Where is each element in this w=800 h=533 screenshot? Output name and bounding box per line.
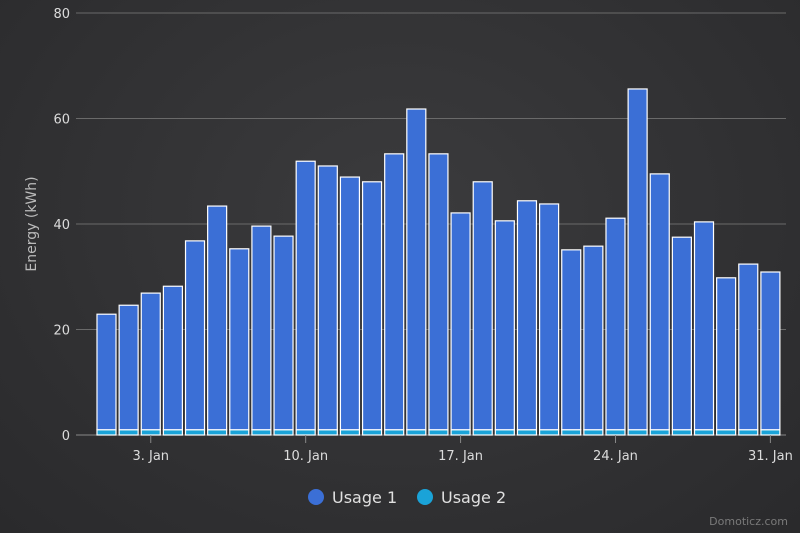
bar-usage-1[interactable]: [339, 176, 361, 431]
bar-usage-2[interactable]: [760, 429, 781, 436]
bar-usage-1[interactable]: [317, 165, 338, 431]
bar-usage-2[interactable]: [738, 429, 759, 436]
bar-usage-2[interactable]: [207, 429, 228, 436]
y-tick-label: 20: [53, 324, 70, 339]
bar-usage-1[interactable]: [605, 217, 626, 431]
bar-usage-1[interactable]: [140, 292, 161, 431]
legend-item-usage-1[interactable]: Usage 1: [308, 488, 397, 507]
bar-usage-1[interactable]: [96, 313, 117, 431]
bar-usage-1[interactable]: [207, 205, 228, 431]
bar-usage-2[interactable]: [671, 429, 692, 436]
bar-usage-1[interactable]: [406, 108, 427, 431]
bar-usage-1[interactable]: [118, 304, 139, 431]
bar-usage-2[interactable]: [561, 429, 582, 436]
y-tick-label: 60: [53, 113, 70, 128]
bar-usage-2[interactable]: [229, 429, 250, 436]
bar-usage-2[interactable]: [693, 429, 715, 436]
credit-link[interactable]: Domoticz.com: [709, 515, 788, 528]
bar-usage-2[interactable]: [162, 429, 183, 436]
bar-usage-2[interactable]: [494, 429, 515, 436]
legend-label: Usage 2: [441, 488, 506, 507]
bar-usage-2[interactable]: [361, 429, 383, 436]
bar-usage-2[interactable]: [472, 429, 493, 436]
bar-usage-1[interactable]: [361, 181, 383, 431]
x-tick-label: 24. Jan: [593, 449, 638, 464]
bar-usage-1[interactable]: [760, 271, 781, 431]
bar-usage-2[interactable]: [384, 429, 405, 436]
bar-usage-2[interactable]: [627, 429, 648, 436]
bar-usage-1[interactable]: [450, 212, 471, 431]
y-axis-label: Energy (kWh): [24, 176, 40, 271]
bar-usage-1[interactable]: [384, 153, 405, 431]
bar-usage-2[interactable]: [118, 429, 139, 436]
bar-usage-2[interactable]: [295, 429, 316, 436]
bar-usage-1[interactable]: [738, 263, 759, 431]
x-tick-label: 31. Jan: [748, 449, 793, 464]
bar-usage-2[interactable]: [339, 429, 361, 436]
bar-usage-2[interactable]: [583, 429, 604, 436]
bar-usage-1[interactable]: [295, 160, 316, 431]
bar-usage-1[interactable]: [538, 203, 560, 431]
bar-usage-1[interactable]: [229, 248, 250, 431]
bar-usage-1[interactable]: [516, 200, 538, 431]
legend-label: Usage 1: [332, 488, 397, 507]
bar-usage-2[interactable]: [406, 429, 427, 436]
x-tick-label: 3. Jan: [132, 449, 169, 464]
bar-usage-2[interactable]: [450, 429, 471, 436]
bar-usage-1[interactable]: [472, 181, 493, 431]
bar-usage-2[interactable]: [605, 429, 626, 436]
bar-usage-1[interactable]: [494, 220, 515, 431]
bar-usage-2[interactable]: [317, 429, 338, 436]
bar-usage-2[interactable]: [516, 429, 538, 436]
bar-usage-1[interactable]: [649, 173, 670, 431]
bar-usage-2[interactable]: [140, 429, 161, 436]
legend: Usage 1 Usage 2: [308, 488, 506, 507]
bar-usage-2[interactable]: [538, 429, 560, 436]
bar-usage-2[interactable]: [184, 429, 206, 436]
bar-usage-1[interactable]: [671, 236, 692, 431]
bar-usage-2[interactable]: [716, 429, 737, 436]
legend-item-usage-2[interactable]: Usage 2: [417, 488, 506, 507]
x-tick-label: 17. Jan: [438, 449, 483, 464]
bar-usage-1[interactable]: [162, 285, 183, 431]
bar-usage-2[interactable]: [428, 429, 449, 436]
y-tick-label: 40: [53, 218, 70, 233]
bar-usage-2[interactable]: [96, 429, 117, 436]
bar-usage-2[interactable]: [273, 429, 294, 436]
bar-usage-2[interactable]: [649, 429, 670, 436]
bar-usage-1[interactable]: [251, 225, 272, 431]
bar-usage-1[interactable]: [561, 249, 582, 431]
x-tick-label: 10. Jan: [283, 449, 328, 464]
bar-usage-1[interactable]: [184, 240, 206, 431]
bar-usage-1[interactable]: [693, 221, 715, 431]
y-tick-label: 80: [53, 7, 70, 22]
bar-usage-1[interactable]: [583, 245, 604, 431]
bar-usage-1[interactable]: [273, 235, 294, 431]
bar-usage-1[interactable]: [716, 277, 737, 431]
y-tick-label: 0: [62, 429, 70, 444]
bar-usage-2[interactable]: [251, 429, 272, 436]
bar-usage-1[interactable]: [627, 88, 648, 431]
bar-usage-1[interactable]: [428, 153, 449, 431]
